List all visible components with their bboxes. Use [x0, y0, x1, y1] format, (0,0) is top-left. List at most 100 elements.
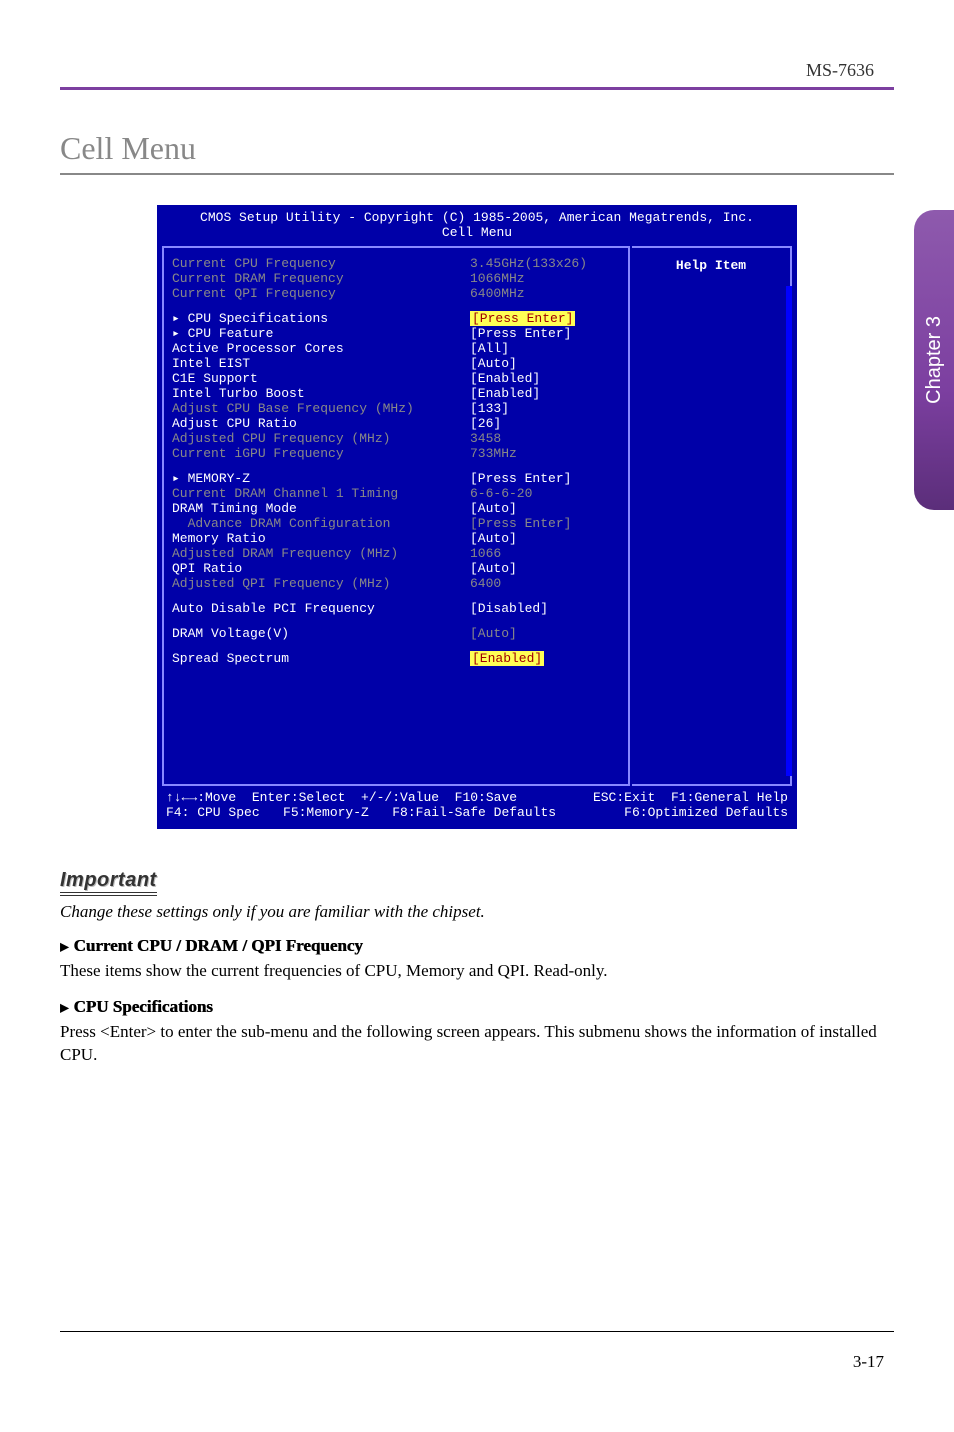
bios-row-label: Adjusted QPI Frequency (MHz): [172, 576, 470, 591]
bios-row-label: DRAM Voltage(V): [172, 626, 470, 641]
bios-row-value: [Press Enter]: [470, 326, 620, 341]
bios-row[interactable]: Auto Disable PCI Frequency[Disabled]: [172, 601, 620, 616]
bios-row-label: Intel Turbo Boost: [172, 386, 470, 401]
bios-row-label: C1E Support: [172, 371, 470, 386]
triangle-icon: ▶: [60, 940, 69, 954]
doc-id: MS-7636: [60, 60, 894, 81]
bios-row[interactable]: Adjust CPU Ratio[26]: [172, 416, 620, 431]
bios-row[interactable]: DRAM Timing Mode[Auto]: [172, 501, 620, 516]
bios-row[interactable]: ▸ CPU Specifications[Press Enter]: [172, 311, 620, 326]
bios-row-value: 6-6-6-20: [470, 486, 620, 501]
bios-row-label: Adjust CPU Ratio: [172, 416, 470, 431]
spacer: [172, 616, 620, 626]
footer-rule: [60, 1331, 894, 1332]
important-heading: Important: [60, 869, 157, 896]
bios-row[interactable]: Spread Spectrum[Enabled]: [172, 651, 620, 666]
page: MS-7636 Cell Menu Chapter 3 CMOS Setup U…: [0, 0, 954, 1432]
bios-row[interactable]: Current iGPU Frequency733MHz: [172, 446, 620, 461]
footer-l1-left: ↑↓←→:Move Enter:Select +/-/:Value F10:Sa…: [166, 790, 517, 805]
bios-left-panel: Current CPU Frequency3.45GHz(133x26)Curr…: [162, 246, 630, 786]
bios-row-value: [Press Enter]: [470, 516, 620, 531]
bios-subtitle: Cell Menu: [158, 225, 796, 246]
bios-row[interactable]: Current DRAM Frequency1066MHz: [172, 271, 620, 286]
bios-row-value: [26]: [470, 416, 620, 431]
item2-head-text: CPU Specifications: [73, 997, 212, 1016]
bios-row-label: QPI Ratio: [172, 561, 470, 576]
bios-help-panel: Help Item: [632, 246, 792, 786]
bios-row[interactable]: DRAM Voltage(V)[Auto]: [172, 626, 620, 641]
item1-head: ▶ Current CPU / DRAM / QPI Frequency: [60, 936, 894, 956]
bios-row-value: [Enabled]: [470, 651, 620, 666]
bios-row-label: Adjust CPU Base Frequency (MHz): [172, 401, 470, 416]
bios-row-label: Advance DRAM Configuration: [172, 516, 470, 531]
bios-row-label: Current QPI Frequency: [172, 286, 470, 301]
bios-row-value: [Auto]: [470, 531, 620, 546]
bios-row-value: [Auto]: [470, 356, 620, 371]
bios-row-label: Current DRAM Frequency: [172, 271, 470, 286]
bios-row-value: 1066: [470, 546, 620, 561]
bios-row-label: ▸ MEMORY-Z: [172, 471, 470, 486]
bios-row[interactable]: Active Processor Cores[All]: [172, 341, 620, 356]
bios-row[interactable]: Memory Ratio[Auto]: [172, 531, 620, 546]
bios-title: CMOS Setup Utility - Copyright (C) 1985-…: [158, 206, 796, 225]
bios-row[interactable]: Adjusted QPI Frequency (MHz)6400: [172, 576, 620, 591]
bios-row-label: ▸ CPU Specifications: [172, 311, 470, 326]
bios-row-value: [Auto]: [470, 626, 620, 641]
bios-row[interactable]: C1E Support[Enabled]: [172, 371, 620, 386]
bios-row[interactable]: QPI Ratio[Auto]: [172, 561, 620, 576]
bios-row-value: [Enabled]: [470, 386, 620, 401]
bios-footer: ↑↓←→:Move Enter:Select +/-/:Value F10:Sa…: [158, 786, 796, 828]
bios-row-label: DRAM Timing Mode: [172, 501, 470, 516]
bios-row[interactable]: Adjusted CPU Frequency (MHz)3458: [172, 431, 620, 446]
bios-row-label: Active Processor Cores: [172, 341, 470, 356]
bios-row[interactable]: Adjusted DRAM Frequency (MHz)1066: [172, 546, 620, 561]
triangle-icon: ▶: [60, 1001, 69, 1015]
bios-row-value: 1066MHz: [470, 271, 620, 286]
bios-row-label: Current CPU Frequency: [172, 256, 470, 271]
bios-highlight: [Press Enter]: [470, 311, 575, 326]
footer-l2-right: F6:Optimized Defaults: [624, 805, 788, 820]
spacer: [172, 591, 620, 601]
bios-row[interactable]: Advance DRAM Configuration[Press Enter]: [172, 516, 620, 531]
bios-row-value: [Enabled]: [470, 371, 620, 386]
bios-highlight: [Enabled]: [470, 651, 544, 666]
bios-row-label: ▸ CPU Feature: [172, 326, 470, 341]
bios-row-label: Auto Disable PCI Frequency: [172, 601, 470, 616]
bios-row-value: [Auto]: [470, 501, 620, 516]
bios-row[interactable]: ▸ CPU Feature[Press Enter]: [172, 326, 620, 341]
bios-row-value: [All]: [470, 341, 620, 356]
bios-row-value: 6400: [470, 576, 620, 591]
page-number: 3-17: [853, 1352, 884, 1372]
bios-body: Current CPU Frequency3.45GHz(133x26)Curr…: [158, 246, 796, 786]
item1-head-text: Current CPU / DRAM / QPI Frequency: [73, 936, 362, 955]
chapter-tab: Chapter 3: [914, 210, 954, 510]
bios-row[interactable]: Current CPU Frequency3.45GHz(133x26): [172, 256, 620, 271]
spacer: [172, 301, 620, 311]
chapter-tab-label: Chapter 3: [923, 316, 946, 404]
bios-row-value: [133]: [470, 401, 620, 416]
bios-row-value: 733MHz: [470, 446, 620, 461]
bios-row[interactable]: Intel Turbo Boost[Enabled]: [172, 386, 620, 401]
bios-row-value: [Disabled]: [470, 601, 620, 616]
important-note: Change these settings only if you are fa…: [60, 902, 894, 922]
spacer: [172, 461, 620, 471]
bios-footer-line2: F4: CPU Spec F5:Memory-Z F8:Fail-Safe De…: [166, 805, 788, 820]
header-divider: [60, 87, 894, 90]
bios-row-value: [Auto]: [470, 561, 620, 576]
bios-row[interactable]: Adjust CPU Base Frequency (MHz)[133]: [172, 401, 620, 416]
section-title: Cell Menu: [60, 130, 894, 167]
footer-l2-left: F4: CPU Spec F5:Memory-Z F8:Fail-Safe De…: [166, 805, 556, 820]
bios-row-label: Spread Spectrum: [172, 651, 470, 666]
bios-row-label: Adjusted DRAM Frequency (MHz): [172, 546, 470, 561]
bios-row[interactable]: Current DRAM Channel 1 Timing6-6-6-20: [172, 486, 620, 501]
help-item-label: Help Item: [640, 258, 782, 273]
bios-row[interactable]: ▸ MEMORY-Z[Press Enter]: [172, 471, 620, 486]
footer-l1-right: ESC:Exit F1:General Help: [593, 790, 788, 805]
bios-row-label: Memory Ratio: [172, 531, 470, 546]
bios-row-value: 6400MHz: [470, 286, 620, 301]
bios-row[interactable]: Current QPI Frequency6400MHz: [172, 286, 620, 301]
bios-row-label: Intel EIST: [172, 356, 470, 371]
bios-window: CMOS Setup Utility - Copyright (C) 1985-…: [157, 205, 797, 829]
bios-row[interactable]: Intel EIST[Auto]: [172, 356, 620, 371]
bios-row-value: 3458: [470, 431, 620, 446]
